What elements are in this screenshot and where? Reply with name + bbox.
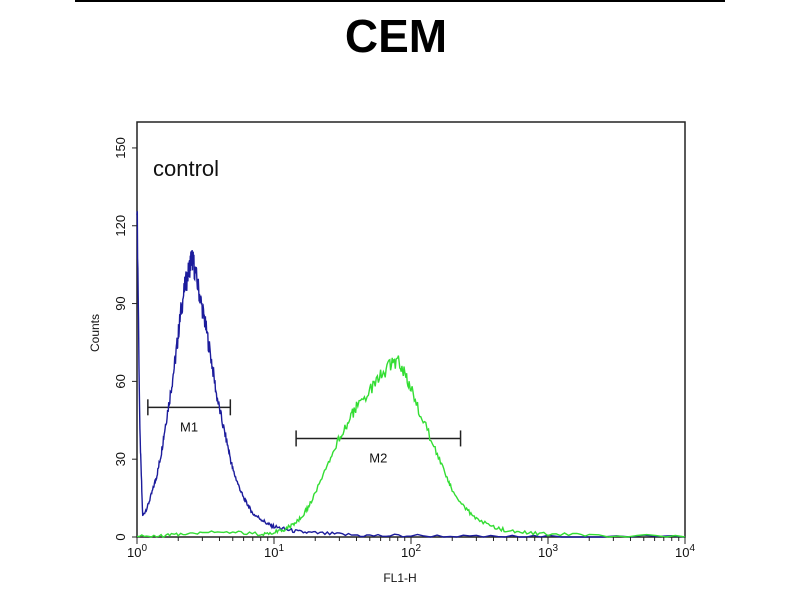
chart-title: CEM [345, 10, 447, 62]
y-axis: 0 30 60 90 120 150 [113, 137, 137, 541]
y-tick-label: 150 [113, 137, 128, 159]
x-tick-label: 101 [264, 543, 284, 560]
y-axis-label: Counts [88, 314, 102, 352]
plot-frame [136, 121, 686, 538]
x-tick-label: 103 [538, 543, 558, 560]
x-tick-label: 102 [401, 543, 421, 560]
y-tick-label: 60 [113, 374, 128, 388]
y-tick-label: 90 [113, 296, 128, 310]
control-annotation: control [153, 156, 219, 181]
y-tick-label: 0 [113, 533, 128, 540]
marker-label: M1 [180, 419, 198, 434]
marker-label: M2 [369, 450, 387, 465]
series-line-1 [136, 211, 686, 538]
y-tick-label: 30 [113, 452, 128, 466]
x-tick-label: 104 [675, 543, 695, 560]
series-line-2 [137, 355, 686, 538]
x-tick-label: 100 [127, 543, 147, 560]
y-tick-label: 120 [113, 215, 128, 237]
x-axis-label: FL1-H [383, 571, 416, 585]
x-axis: 100 101 102 103 104 [127, 537, 695, 560]
plot-area: M1 M2 control [136, 121, 686, 538]
